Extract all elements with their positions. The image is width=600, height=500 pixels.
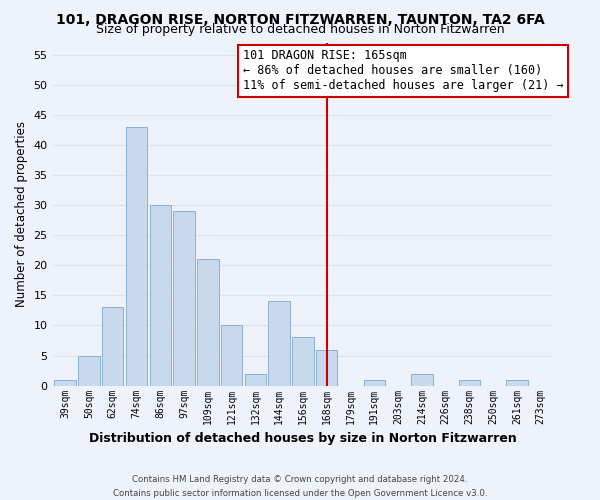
Text: Contains HM Land Registry data © Crown copyright and database right 2024.
Contai: Contains HM Land Registry data © Crown c… (113, 476, 487, 498)
Bar (364, 380, 385, 386)
Bar (292, 338, 314, 386)
Bar (78, 356, 100, 386)
Bar (102, 308, 124, 386)
Bar (149, 205, 171, 386)
Bar (411, 374, 433, 386)
Bar (459, 380, 480, 386)
Bar (506, 380, 528, 386)
Bar (126, 127, 147, 386)
Bar (221, 326, 242, 386)
Bar (173, 211, 195, 386)
Text: 101, DRAGON RISE, NORTON FITZWARREN, TAUNTON, TA2 6FA: 101, DRAGON RISE, NORTON FITZWARREN, TAU… (56, 12, 544, 26)
Text: Size of property relative to detached houses in Norton Fitzwarren: Size of property relative to detached ho… (95, 22, 505, 36)
X-axis label: Distribution of detached houses by size in Norton Fitzwarren: Distribution of detached houses by size … (89, 432, 517, 445)
Bar (245, 374, 266, 386)
Bar (197, 259, 218, 386)
Text: 101 DRAGON RISE: 165sqm
← 86% of detached houses are smaller (160)
11% of semi-d: 101 DRAGON RISE: 165sqm ← 86% of detache… (243, 50, 563, 92)
Bar (316, 350, 337, 386)
Bar (55, 380, 76, 386)
Y-axis label: Number of detached properties: Number of detached properties (15, 121, 28, 307)
Bar (268, 302, 290, 386)
